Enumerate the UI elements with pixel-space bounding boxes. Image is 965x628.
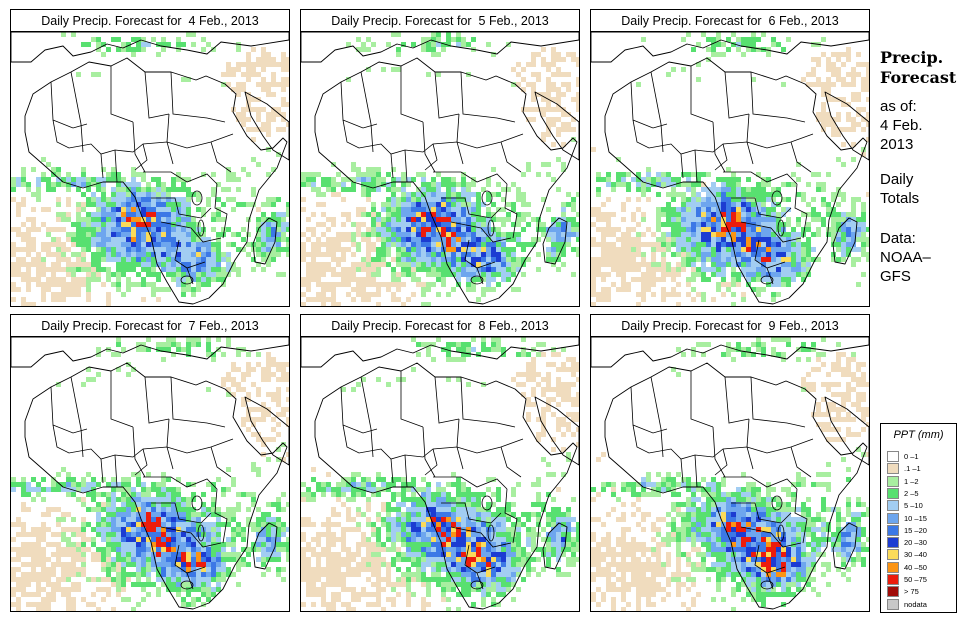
legend-swatch xyxy=(887,537,899,549)
legend-label: 2 –5 xyxy=(904,488,919,498)
legend-swatch xyxy=(887,586,899,598)
heading-line-1: Precip. xyxy=(880,48,944,67)
legend-swatch xyxy=(887,451,899,462)
legend-item: > 75 xyxy=(887,586,919,598)
legend-label: 0 –1 xyxy=(904,452,919,461)
precip-map-svg xyxy=(591,337,869,611)
legend-swatch xyxy=(887,598,899,610)
ppt-legend: PPT (mm) 0 –1 .1 –1 1 –2 2 –5 5 –10 10 –15 15 … xyxy=(880,423,957,613)
legend-item: 50 –75 xyxy=(887,574,927,585)
legend-swatch xyxy=(887,512,899,524)
legend-item: .1 –1 xyxy=(887,463,921,475)
legend-label: 1 –2 xyxy=(904,476,919,486)
legend-item: 20 –30 xyxy=(887,537,927,549)
panel-title: Daily Precip. Forecast for 9 Feb., 2013 xyxy=(590,314,870,338)
totals-block: Daily Totals xyxy=(880,170,919,208)
legend-item: 10 –15 xyxy=(887,512,927,524)
totals-line-1: Daily xyxy=(880,171,914,188)
legend-item: 40 –50 xyxy=(887,561,927,573)
precip-map xyxy=(10,31,290,307)
legend-label: 50 –75 xyxy=(904,575,927,584)
legend-label: 40 –50 xyxy=(904,562,927,572)
legend-label: 15 –20 xyxy=(904,525,927,535)
legend-item: 0 –1 xyxy=(887,451,919,462)
as-of-date-1: 4 Feb. xyxy=(880,117,923,134)
precip-map-svg xyxy=(11,337,289,611)
legend-swatch xyxy=(887,475,899,487)
legend-swatch xyxy=(887,524,899,536)
legend-title: PPT (mm) xyxy=(893,429,944,441)
precip-map xyxy=(300,336,580,612)
data-source-block: Data: NOAA– GFS xyxy=(880,229,931,286)
precip-map xyxy=(590,336,870,612)
legend-item: 2 –5 xyxy=(887,487,919,499)
legend-item: nodata xyxy=(887,598,927,610)
africa-outline xyxy=(24,362,288,610)
precip-map-svg xyxy=(301,337,579,611)
africa-outline xyxy=(604,362,868,610)
data-line-2: NOAA– xyxy=(880,249,931,266)
as-of-date-2: 2013 xyxy=(880,136,914,153)
panel-title: Daily Precip. Forecast for 6 Feb., 2013 xyxy=(590,9,870,33)
africa-outline xyxy=(314,362,578,610)
totals-line-2: Totals xyxy=(880,190,920,207)
heading-line-2: Forecast xyxy=(880,68,957,87)
panel-title: Daily Precip. Forecast for 8 Feb., 2013 xyxy=(300,314,580,338)
legend-item: 5 –10 xyxy=(887,500,923,512)
legend-swatch xyxy=(887,549,899,561)
legend-swatch xyxy=(887,500,899,512)
as-of-label: as of: xyxy=(880,98,917,115)
africa-outline xyxy=(24,57,288,305)
panel-title: Daily Precip. Forecast for 5 Feb., 2013 xyxy=(300,9,580,33)
legend-label: .1 –1 xyxy=(904,464,921,474)
sidebar-heading: Precip. Forecast xyxy=(880,48,956,88)
legend-item: 1 –2 xyxy=(887,475,919,487)
as-of-block: as of: 4 Feb. 2013 xyxy=(880,97,923,154)
data-line-3: GFS xyxy=(880,268,911,285)
africa-outline xyxy=(314,57,578,305)
legend-label: 10 –15 xyxy=(904,513,927,523)
legend-label: 5 –10 xyxy=(904,501,923,511)
precip-map xyxy=(10,336,290,612)
data-line-1: Data: xyxy=(880,230,916,247)
legend-label: 20 –30 xyxy=(904,538,927,548)
legend-item: 30 –40 xyxy=(887,549,927,561)
legend-swatch xyxy=(887,561,899,573)
legend-label: 30 –40 xyxy=(904,550,927,560)
legend-item: 15 –20 xyxy=(887,524,927,536)
precip-map xyxy=(300,31,580,307)
legend-swatch xyxy=(887,574,899,585)
precip-map-svg xyxy=(591,32,869,306)
precip-map-svg xyxy=(11,32,289,306)
legend-label: nodata xyxy=(904,599,927,609)
legend-swatch xyxy=(887,487,899,499)
precip-map-svg xyxy=(301,32,579,306)
legend-label: > 75 xyxy=(904,587,919,597)
panel-title: Daily Precip. Forecast for 7 Feb., 2013 xyxy=(10,314,290,338)
precip-map xyxy=(590,31,870,307)
panel-title: Daily Precip. Forecast for 4 Feb., 2013 xyxy=(10,9,290,33)
legend-swatch xyxy=(887,463,899,475)
africa-outline xyxy=(604,57,868,305)
